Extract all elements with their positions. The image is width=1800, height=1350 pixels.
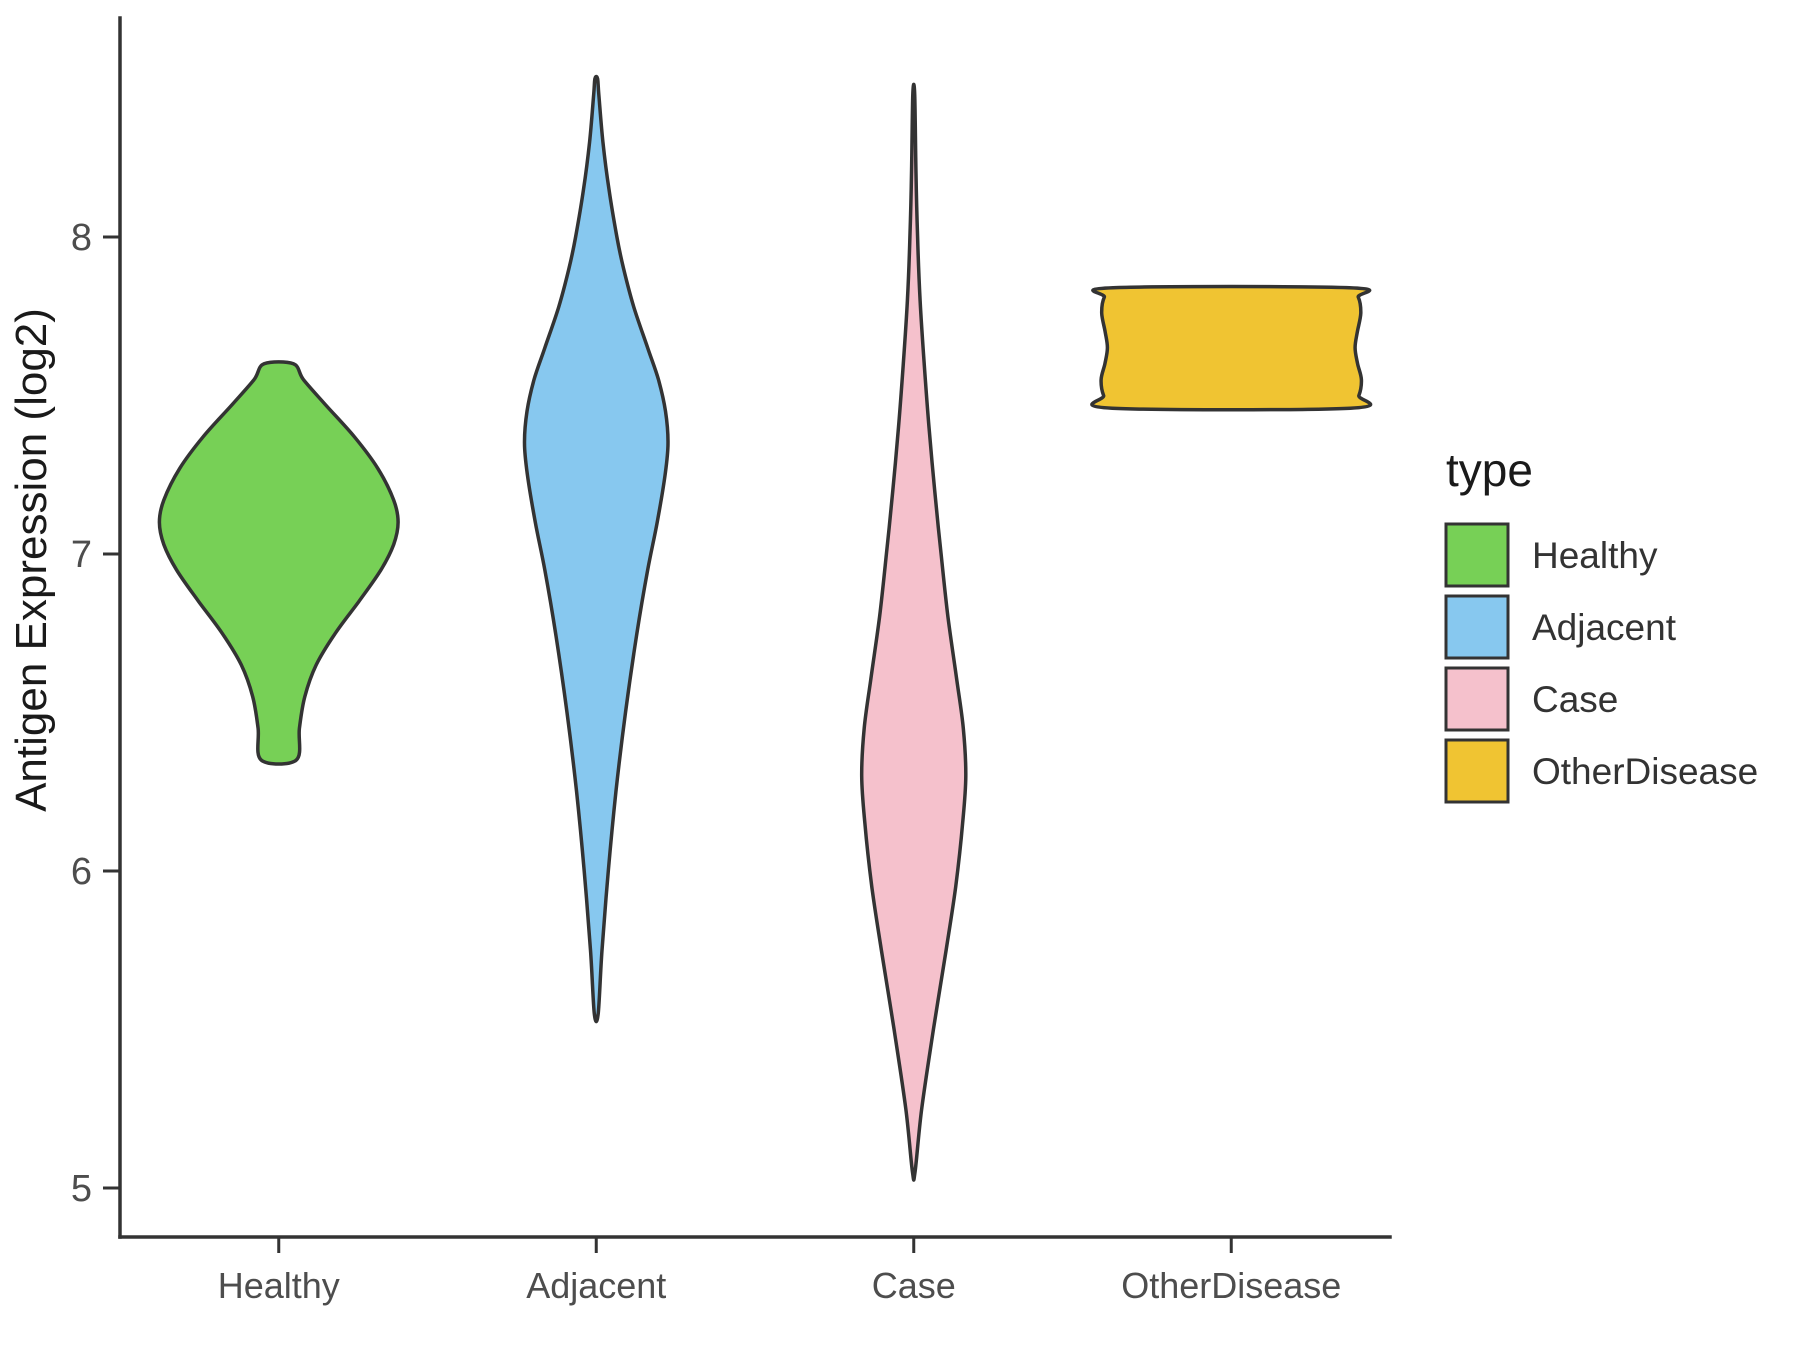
- legend-label-adjacent: Adjacent: [1532, 607, 1677, 648]
- legend: type Healthy Adjacent Case OtherDisease: [1444, 444, 1758, 804]
- x-category-label-case: Case: [872, 1265, 956, 1306]
- legend-swatch-otherdisease: [1444, 738, 1510, 804]
- legend-title: type: [1446, 444, 1533, 496]
- legend-label-healthy: Healthy: [1532, 535, 1658, 576]
- violin-healthy: [157, 360, 400, 766]
- y-tick-label-6: 6: [71, 851, 92, 893]
- legend-label-case: Case: [1532, 679, 1618, 720]
- y-axis-title: Antigen Expression (log2): [7, 308, 56, 812]
- y-tick-label-8: 8: [71, 217, 92, 259]
- violin-adjacent: [522, 74, 670, 1024]
- violin-case: [859, 82, 968, 1182]
- y-tick-label-7: 7: [71, 534, 92, 576]
- legend-swatch-adjacent: [1444, 594, 1510, 660]
- x-category-label-otherdisease: OtherDisease: [1121, 1265, 1341, 1306]
- legend-swatch-case: [1444, 666, 1510, 732]
- legend-swatch-healthy: [1444, 522, 1510, 588]
- x-category-label-healthy: Healthy: [218, 1265, 340, 1306]
- violins-layer: [157, 74, 1373, 1182]
- legend-label-otherdisease: OtherDisease: [1532, 751, 1758, 792]
- x-category-label-adjacent: Adjacent: [526, 1265, 666, 1306]
- violin-otherdisease: [1090, 284, 1373, 412]
- y-tick-label-5: 5: [71, 1168, 92, 1210]
